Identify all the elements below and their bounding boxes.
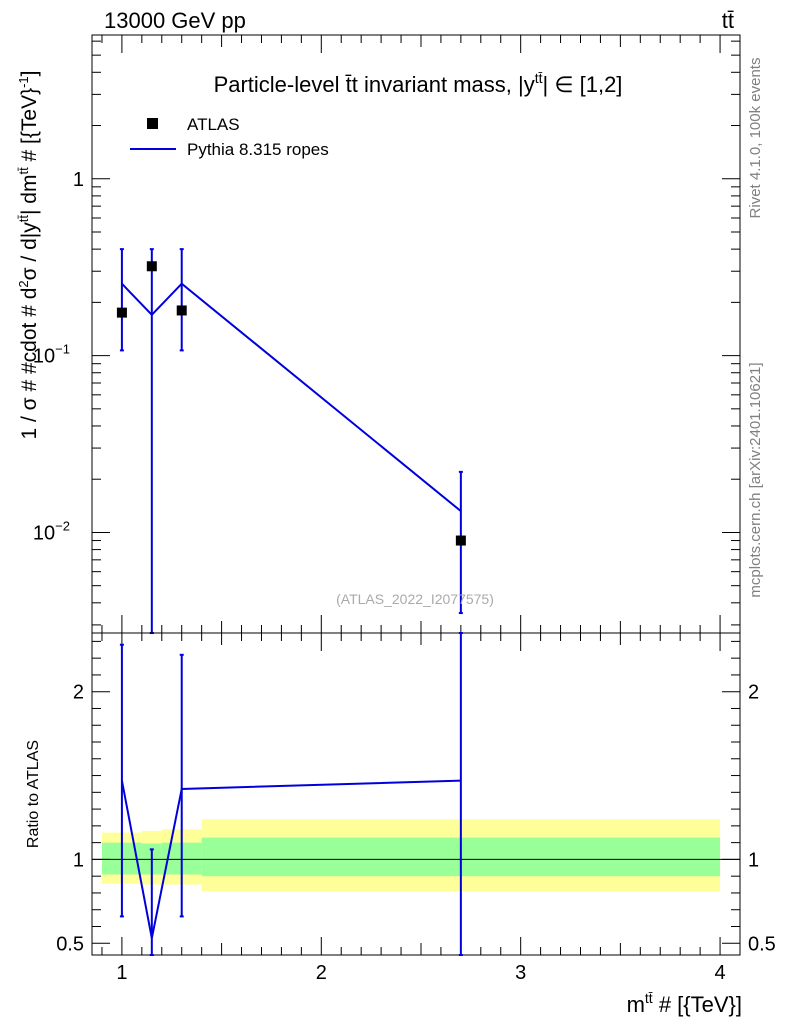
source-label: mcplots.cern.ch [arXiv:2401.10621] <box>747 362 764 597</box>
x-axis-label: mtt̄ # [{TeV}] <box>627 990 742 1017</box>
ratio-plot-panel: 2 2 1 1 0.5 0.5 1 2 3 4 Ratio to ATLAS mtt̄ # [{T… <box>25 632 776 1017</box>
legend-pythia-label: Pythia 8.315 ropes <box>187 140 329 159</box>
x-tick-label: 3 <box>515 962 526 984</box>
main-y-tick-label: 1 <box>73 169 84 191</box>
x-tick-label: 4 <box>714 962 725 984</box>
ratio-uncertainty-bands <box>92 819 740 892</box>
chart-title: Particle-level t̄t invariant mass, |ytt̄… <box>214 70 623 97</box>
analysis-watermark: (ATLAS_2022_I2077575) <box>336 591 494 607</box>
atlas-data-point <box>116 307 127 318</box>
header-process-label: tt̄ <box>722 8 734 33</box>
ratio-y-tick-label-right: 1 <box>748 849 759 871</box>
main-y-tick-label: 10−2 <box>33 518 70 544</box>
ratio-curve-line <box>120 779 461 939</box>
ratio-y-tick-label-right: 2 <box>748 682 759 704</box>
mc-curve-line <box>121 282 462 512</box>
ratio-plot-frame <box>91 632 741 956</box>
ratio-ticks: 2 2 1 1 0.5 0.5 1 2 3 4 <box>56 633 776 984</box>
atlas-data-point <box>455 535 466 546</box>
ratio-y-tick-label-left: 1 <box>73 849 84 871</box>
atlas-data-point <box>146 261 157 272</box>
ratio-y-tick-label-left: 2 <box>73 682 84 704</box>
ratio-y-tick-label-right: 0.5 <box>748 933 776 955</box>
x-tick-label: 1 <box>116 962 127 984</box>
main-y-axis-label: 1 / σ # #cdot # d2σ / d|ytt̄| dmtt̄ # [{… <box>16 71 41 440</box>
ratio-y-axis-label: Ratio to ATLAS <box>25 740 42 848</box>
main-y-tick-label: 10−1 <box>33 342 70 368</box>
main-y-ticks: 1 10−1 10−2 <box>33 35 740 633</box>
legend-atlas-label: ATLAS <box>187 115 240 134</box>
ratio-y-tick-label-left: 0.5 <box>56 933 84 955</box>
legend: ATLAS Pythia 8.315 ropes <box>130 115 329 159</box>
header-energy-label: 13000 GeV pp <box>104 8 246 33</box>
ratio-plot-series <box>119 632 463 956</box>
main-plot-panel: 1 10−1 10−2 Particle-level t̄t invariant m… <box>16 34 741 634</box>
x-tick-label: 2 <box>316 962 327 984</box>
rivet-version-label: Rivet 4.1.0, 100k events <box>747 58 764 219</box>
legend-atlas-marker <box>147 118 158 129</box>
atlas-data-point <box>176 305 187 316</box>
main-plot-series <box>116 248 466 634</box>
